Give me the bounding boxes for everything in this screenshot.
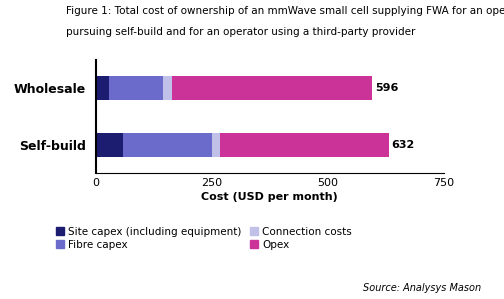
- Text: 632: 632: [392, 140, 415, 150]
- X-axis label: Cost (USD per month): Cost (USD per month): [201, 193, 338, 202]
- Bar: [96, 133, 122, 157]
- Text: Source: Analysys Mason: Source: Analysys Mason: [363, 283, 481, 293]
- Bar: [109, 76, 163, 100]
- Bar: [122, 133, 212, 157]
- Text: pursuing self-build and for an operator using a third-party provider: pursuing self-build and for an operator …: [66, 27, 415, 37]
- Bar: [212, 133, 220, 157]
- Bar: [220, 133, 389, 157]
- Bar: [163, 76, 172, 100]
- Text: 596: 596: [375, 83, 398, 93]
- Bar: [172, 76, 372, 100]
- Legend: Site capex (including equipment), Fibre capex, Connection costs, Opex: Site capex (including equipment), Fibre …: [56, 227, 352, 250]
- Text: Figure 1: Total cost of ownership of an mmWave small cell supplying FWA for an o: Figure 1: Total cost of ownership of an …: [66, 6, 504, 16]
- Bar: [96, 76, 109, 100]
